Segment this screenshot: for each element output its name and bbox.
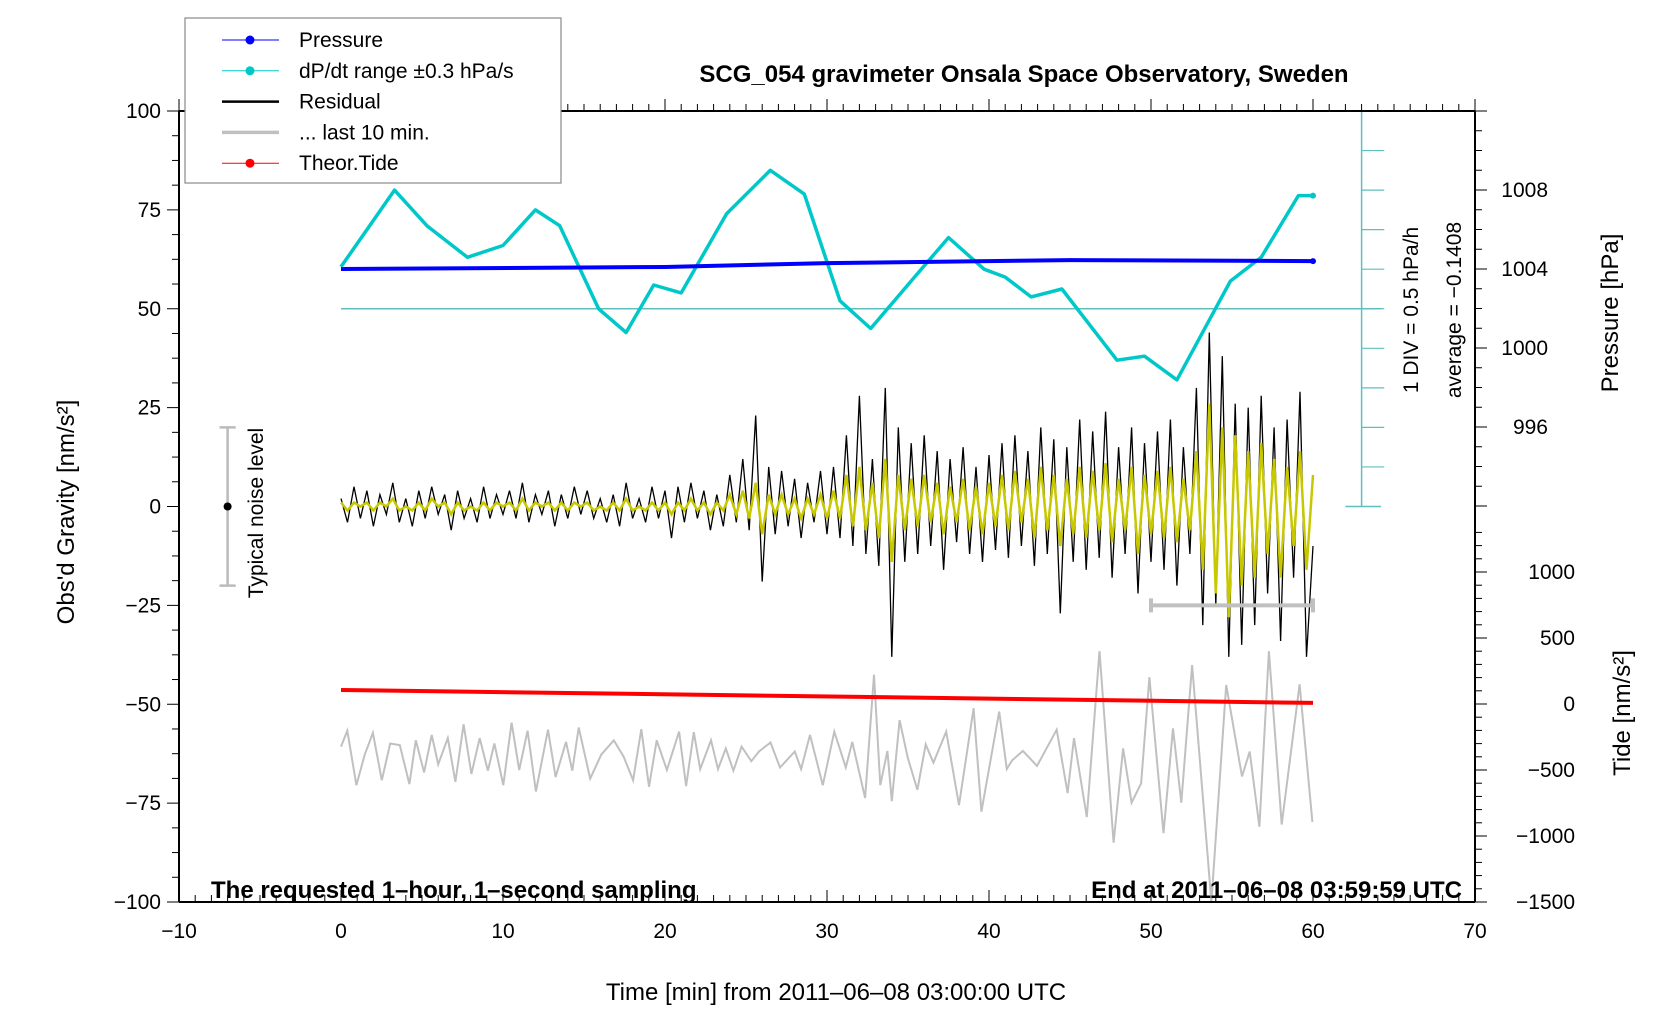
y-axis-label-left: Obs'd Gravity [nm/s²]	[53, 400, 80, 625]
y-axis-label-pressure: Pressure [hPa]	[1597, 234, 1624, 393]
y-tick-label: 0	[149, 496, 161, 519]
y-tick-label: −75	[125, 792, 161, 815]
legend-label-2: Residual	[299, 91, 381, 114]
average-label: average = −0.1408	[1443, 222, 1466, 398]
pressure-tick-label: 996	[1513, 416, 1548, 439]
tide-tick-label: 1000	[1528, 561, 1575, 584]
dpdt-end-marker	[1310, 192, 1316, 199]
tide-tick-label: −1000	[1516, 825, 1575, 848]
x-tick-label: 20	[653, 920, 676, 943]
series-residual	[340, 332, 1314, 657]
legend-label-4: Theor.Tide	[299, 152, 399, 175]
legend-label-0: Pressure	[299, 29, 383, 52]
legend-label-3: ... last 10 min.	[299, 121, 430, 144]
legend-marker-1	[245, 66, 255, 76]
x-tick-label: −10	[161, 920, 197, 943]
x-tick-label: 10	[491, 920, 514, 943]
chart-title: SCG_054 gravimeter Onsala Space Observat…	[699, 61, 1348, 88]
pressure-tick-label: 1008	[1501, 179, 1548, 202]
series-pressure	[340, 258, 1314, 271]
x-tick-label: 30	[815, 920, 838, 943]
legend-label-1: dP/dt range ±0.3 hPa/s	[299, 60, 514, 83]
y-tick-label: −100	[114, 891, 161, 914]
x-tick-label: 50	[1139, 920, 1162, 943]
div-label: 1 DIV = 0.5 hPa/h	[1400, 227, 1423, 393]
series-theor-tide	[340, 688, 1314, 705]
x-tick-label: 0	[335, 920, 347, 943]
noise-level-dot	[223, 502, 232, 511]
noise-level-label: Typical noise level	[245, 428, 268, 598]
y-tick-label: 75	[138, 199, 161, 222]
x-tick-label: 60	[1301, 920, 1324, 943]
legend-marker-0	[245, 35, 255, 45]
pressure-tick-label: 1004	[1501, 258, 1548, 281]
y-tick-label: −50	[125, 693, 161, 716]
y-tick-label: 50	[138, 298, 161, 321]
series-dpdt	[339, 168, 1313, 382]
axes: −10 0 10 20 30 40 50 60 701007550250−25−50−75−10…	[114, 99, 1575, 943]
y-tick-label: −25	[125, 594, 161, 617]
y-tick-label: 25	[138, 397, 161, 420]
x-tick-label: 70	[1463, 920, 1486, 943]
y-tick-label: 100	[126, 100, 161, 123]
legend-marker-4	[245, 158, 255, 168]
tide-tick-label: −500	[1528, 759, 1575, 782]
pressure-tick-label: 1000	[1501, 337, 1548, 360]
tide-tick-label: 500	[1540, 627, 1575, 650]
y-axis-label-tide: Tide [nm/s²]	[1609, 650, 1636, 776]
series-smoothed-residual	[340, 403, 1315, 618]
chart-marks	[219, 110, 1385, 903]
tide-tick-label: 0	[1563, 693, 1575, 716]
annotation-end-time: End at 2011–06–08 03:59:59 UTC	[1091, 877, 1462, 904]
x-tick-label: 40	[977, 920, 1000, 943]
legend: Pressure dP/dt range ±0.3 hPa/s Residual..…	[184, 17, 562, 184]
pressure-end-marker	[1310, 258, 1316, 265]
annotation-sampling: The requested 1–hour, 1–second sampling	[211, 877, 696, 904]
x-axis-label: Time [min] from 2011–06–08 03:00:00 UTC	[606, 979, 1066, 1006]
series-last-10-min	[340, 651, 1314, 903]
tide-tick-label: −1500	[1516, 891, 1575, 914]
